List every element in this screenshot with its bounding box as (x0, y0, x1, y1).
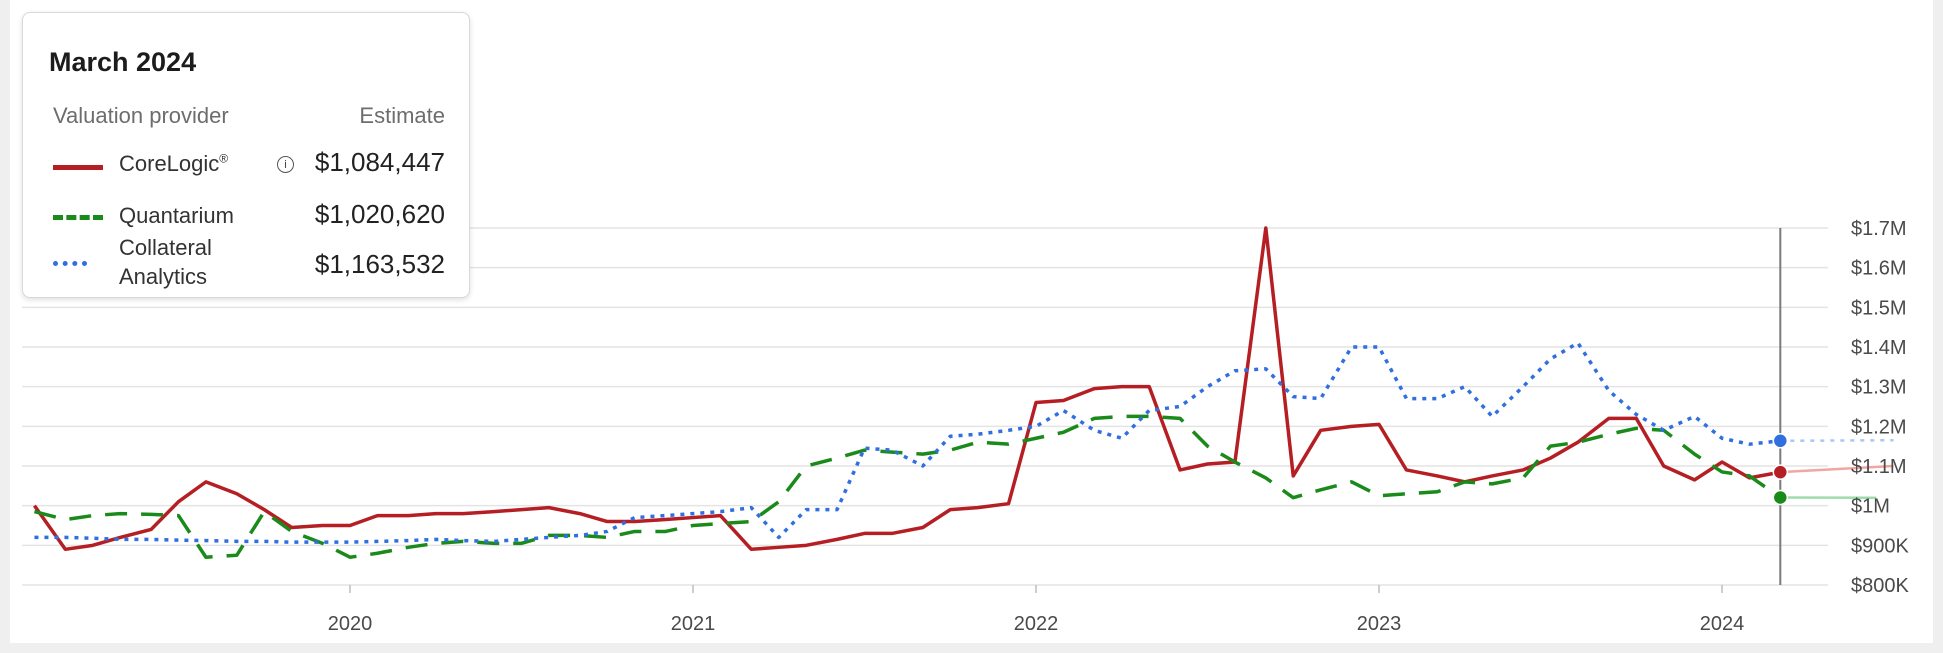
y-tick-label: $1M (1851, 496, 1890, 518)
y-tick-label: $1.6M (1851, 258, 1907, 280)
y-axis-ticks: $800K $900K $1M $1.1M $1.2M $1.3M $1.4M $1.5M $1… (1851, 218, 1909, 597)
x-tick-label: 2020 (328, 613, 373, 635)
y-tick-label: $1.7M (1851, 218, 1907, 240)
y-tick-label: $800K (1851, 575, 1909, 597)
collateral-analytics-label: Collateral Analytics (119, 235, 212, 289)
x-tick-label: 2022 (1014, 613, 1059, 635)
series-line-corelogic (33, 226, 1781, 552)
collateral-analytics-estimate: $1,163,532 (314, 249, 445, 279)
marker-corelogic (1772, 464, 1789, 480)
grid-lines (22, 227, 1828, 586)
x-tick-label: 2024 (1700, 613, 1745, 635)
quantarium-swatch (53, 215, 103, 220)
tooltip-header-estimate: Estimate (359, 103, 445, 128)
y-tick-label: $1.2M (1851, 416, 1907, 438)
corelogic-estimate: $1,084,447 (314, 147, 445, 177)
quantarium-label: Quantarium (119, 203, 234, 228)
x-tick-label: 2023 (1357, 613, 1402, 635)
x-axis-ticks: 2020 2021 2022 2023 2024 (328, 585, 1745, 635)
marker-quantarium (1772, 489, 1789, 506)
series-line-quantarium (34, 414, 1782, 559)
y-tick-label: $900K (1851, 535, 1909, 557)
valuation-history-chart: $800K $900K $1M $1.1M $1.2M $1.3M $1.4M $1.5M $1… (22, 218, 1909, 635)
projection-line (1780, 464, 1894, 474)
corelogic-label: CoreLogic® (119, 151, 229, 176)
hover-tooltip: March 2024 Valuation provider Estimate C… (22, 12, 470, 298)
tooltip-date: March 2024 (49, 47, 197, 77)
y-tick-label: $1.4M (1851, 337, 1907, 359)
series-line-collateral-analytics (34, 341, 1781, 544)
y-tick-label: $1.3M (1851, 377, 1907, 399)
projection-line (1780, 438, 1894, 443)
y-tick-label: $1.5M (1851, 297, 1907, 319)
series-lines (33, 226, 1894, 559)
x-tick-label: 2021 (671, 613, 716, 635)
quantarium-estimate: $1,020,620 (314, 199, 445, 229)
corelogic-swatch (53, 165, 103, 170)
hover-markers (1772, 433, 1789, 506)
y-tick-label: $1.1M (1851, 456, 1907, 478)
info-icon[interactable]: i (277, 156, 294, 173)
collateral-analytics-swatch (53, 261, 87, 266)
marker-collateral-analytics (1772, 433, 1789, 449)
tooltip-header-provider: Valuation provider (53, 103, 229, 128)
